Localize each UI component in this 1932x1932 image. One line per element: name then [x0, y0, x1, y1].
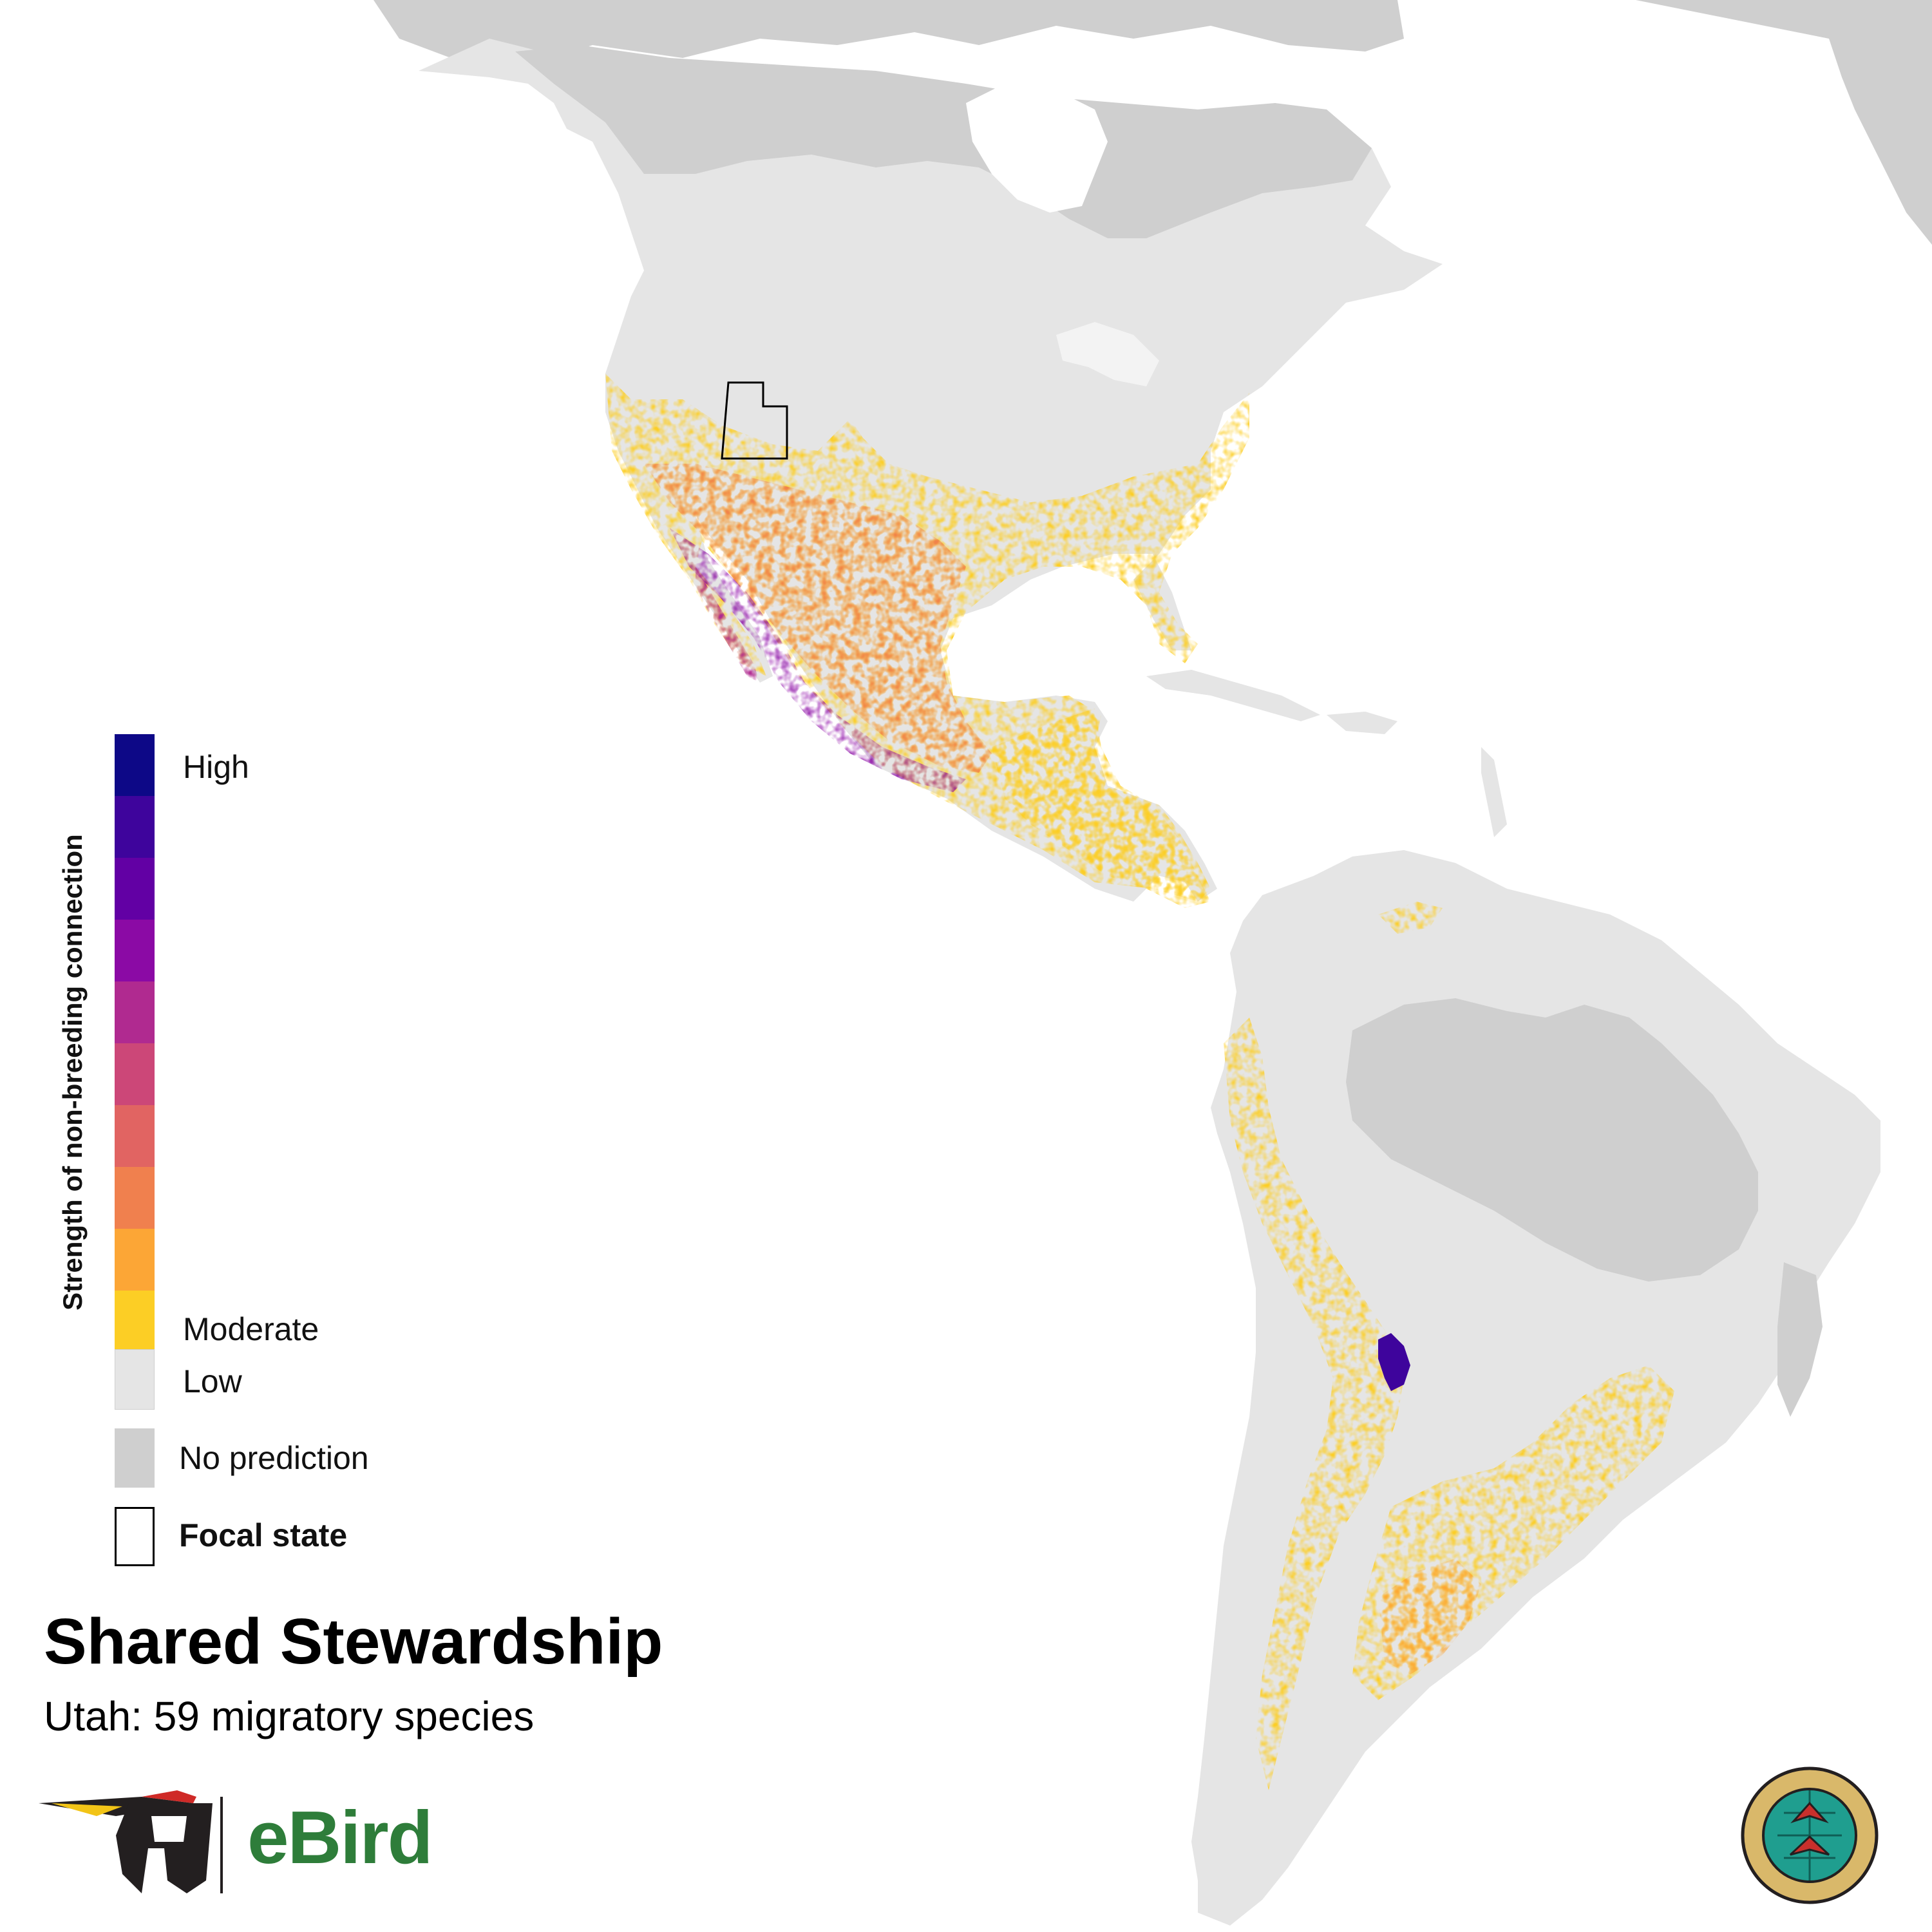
- lesser-antilles: [1481, 747, 1507, 837]
- canada-no-prediction: [515, 45, 1372, 238]
- range-andes: [1224, 1018, 1404, 1790]
- amazon-no-prediction: [1346, 998, 1758, 1282]
- range-north-sa: [1378, 902, 1443, 934]
- legend-ramp-swatch: [115, 1043, 155, 1105]
- range-central-america: [992, 708, 1211, 908]
- arctic-islands: [374, 0, 1404, 71]
- focal-state-utah: [721, 381, 788, 460]
- legend-ramp-swatch: [115, 796, 155, 858]
- ebird-wordmark: eBird: [247, 1795, 433, 1879]
- map-subtitle: Utah: 59 migratory species: [44, 1693, 535, 1739]
- range-purple: [670, 528, 966, 792]
- legend-ramp-swatch: [115, 981, 155, 1043]
- greenland: [1636, 0, 1932, 245]
- north-america: [419, 39, 1443, 902]
- range-pampas-orange: [1378, 1558, 1481, 1674]
- hudson-bay-water: [966, 84, 1108, 213]
- range-orange: [644, 464, 992, 773]
- range-bolivia-high: [1378, 1333, 1410, 1391]
- cuba: [1146, 670, 1320, 721]
- legend-low-label: Low: [183, 1363, 242, 1399]
- ebird-woodpecker-logo-icon: [39, 1790, 223, 1893]
- great-lakes: [1056, 322, 1159, 386]
- legend-high-label: High: [183, 749, 249, 785]
- brazil-east-no-prediction: [1777, 1262, 1823, 1417]
- legend-no-prediction-label: No prediction: [179, 1440, 369, 1476]
- legend-ramp-swatch: [115, 858, 155, 920]
- legend-ramp-swatch: [115, 1167, 155, 1229]
- legend-ramp-swatch: [115, 920, 155, 981]
- legend-moderate-label: Moderate: [183, 1311, 319, 1347]
- legend-ramp-swatch: [115, 1229, 155, 1291]
- partners-in-flight-seal-icon: [1741, 1766, 1879, 1904]
- legend-focal-state-swatch: [115, 1507, 155, 1566]
- legend-axis-title: Strength of non-breeding connection: [57, 834, 88, 1311]
- legend-color-ramp: [115, 734, 155, 1352]
- legend-ramp-swatch: [115, 1291, 155, 1352]
- hispaniola: [1327, 712, 1397, 734]
- range-baja: [696, 567, 760, 683]
- map-title: Shared Stewardship: [44, 1605, 663, 1678]
- legend-low-swatch: [115, 1349, 155, 1410]
- legend-ramp-swatch: [115, 1105, 155, 1167]
- legend-ramp-swatch: [115, 734, 155, 796]
- legend-focal-state-label: Focal state: [179, 1517, 348, 1553]
- legend-no-prediction-swatch: [115, 1428, 155, 1488]
